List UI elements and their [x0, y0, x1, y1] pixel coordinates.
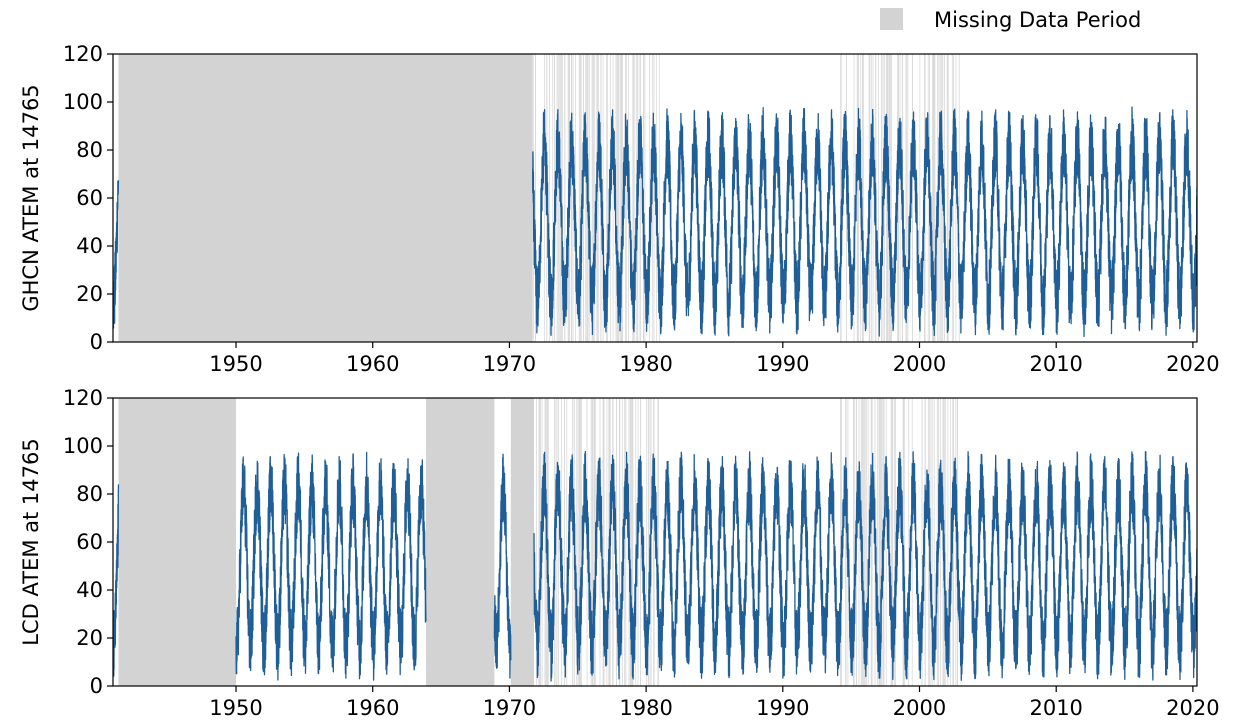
x-tick-label: 2020	[1166, 352, 1219, 376]
y-tick-label: 60	[76, 530, 103, 554]
legend-label: Missing Data Period	[934, 8, 1141, 32]
x-tick-label: 1990	[756, 352, 809, 376]
x-tick-label: 2000	[893, 696, 946, 720]
missing-period-band	[426, 398, 495, 686]
x-tick-label: 2000	[893, 352, 946, 376]
x-tick-label: 1950	[209, 696, 262, 720]
y-tick-label: 20	[76, 626, 103, 650]
y-tick-label: 80	[76, 482, 103, 506]
missing-period-band	[118, 54, 533, 342]
panel-ghcn: 0 20 40 60 80 100 120 1950 1960 1970 1980 1990 2000 2…	[19, 42, 1220, 376]
x-tick-label: 1970	[483, 696, 536, 720]
x-tick-label: 1950	[209, 352, 262, 376]
x-tick-label: 2010	[1029, 352, 1082, 376]
y-axis-label: GHCN ATEM at 14765	[19, 84, 43, 311]
missing-period-band	[510, 398, 535, 686]
y-tick-label: 0	[90, 674, 103, 698]
missing-period-band	[118, 398, 237, 686]
y-tick-label: 40	[76, 578, 103, 602]
y-axis-label: LCD ATEM at 14765	[19, 438, 43, 645]
x-tick-label: 1990	[756, 696, 809, 720]
y-tick-label: 0	[90, 330, 103, 354]
y-tick-label: 60	[76, 186, 103, 210]
x-tick-label: 1980	[619, 696, 672, 720]
legend: Missing Data Period	[880, 8, 1141, 32]
legend-swatch	[880, 8, 903, 30]
y-tick-label: 40	[76, 234, 103, 258]
x-tick-label: 2020	[1166, 696, 1219, 720]
x-tick-label: 1980	[619, 352, 672, 376]
x-tick-label: 2010	[1029, 696, 1082, 720]
y-tick-label: 120	[63, 386, 103, 410]
y-tick-label: 100	[63, 434, 103, 458]
temperature-series-line	[533, 451, 1197, 682]
temperature-series-line	[113, 180, 120, 329]
x-tick-label: 1960	[346, 352, 399, 376]
temperature-series-line	[113, 484, 120, 677]
y-tick-label: 100	[63, 90, 103, 114]
temperature-series-line	[493, 453, 512, 679]
y-tick-label: 80	[76, 138, 103, 162]
temperature-series-line	[235, 451, 427, 681]
x-tick-label: 1960	[346, 696, 399, 720]
x-tick-label: 1970	[483, 352, 536, 376]
y-tick-label: 20	[76, 282, 103, 306]
panel-lcd: 0 20 40 60 80 100 120 1950 1960 1970 1980 1990 2000 2…	[19, 386, 1220, 720]
y-tick-label: 120	[63, 42, 103, 66]
temperature-series-line	[532, 106, 1197, 338]
